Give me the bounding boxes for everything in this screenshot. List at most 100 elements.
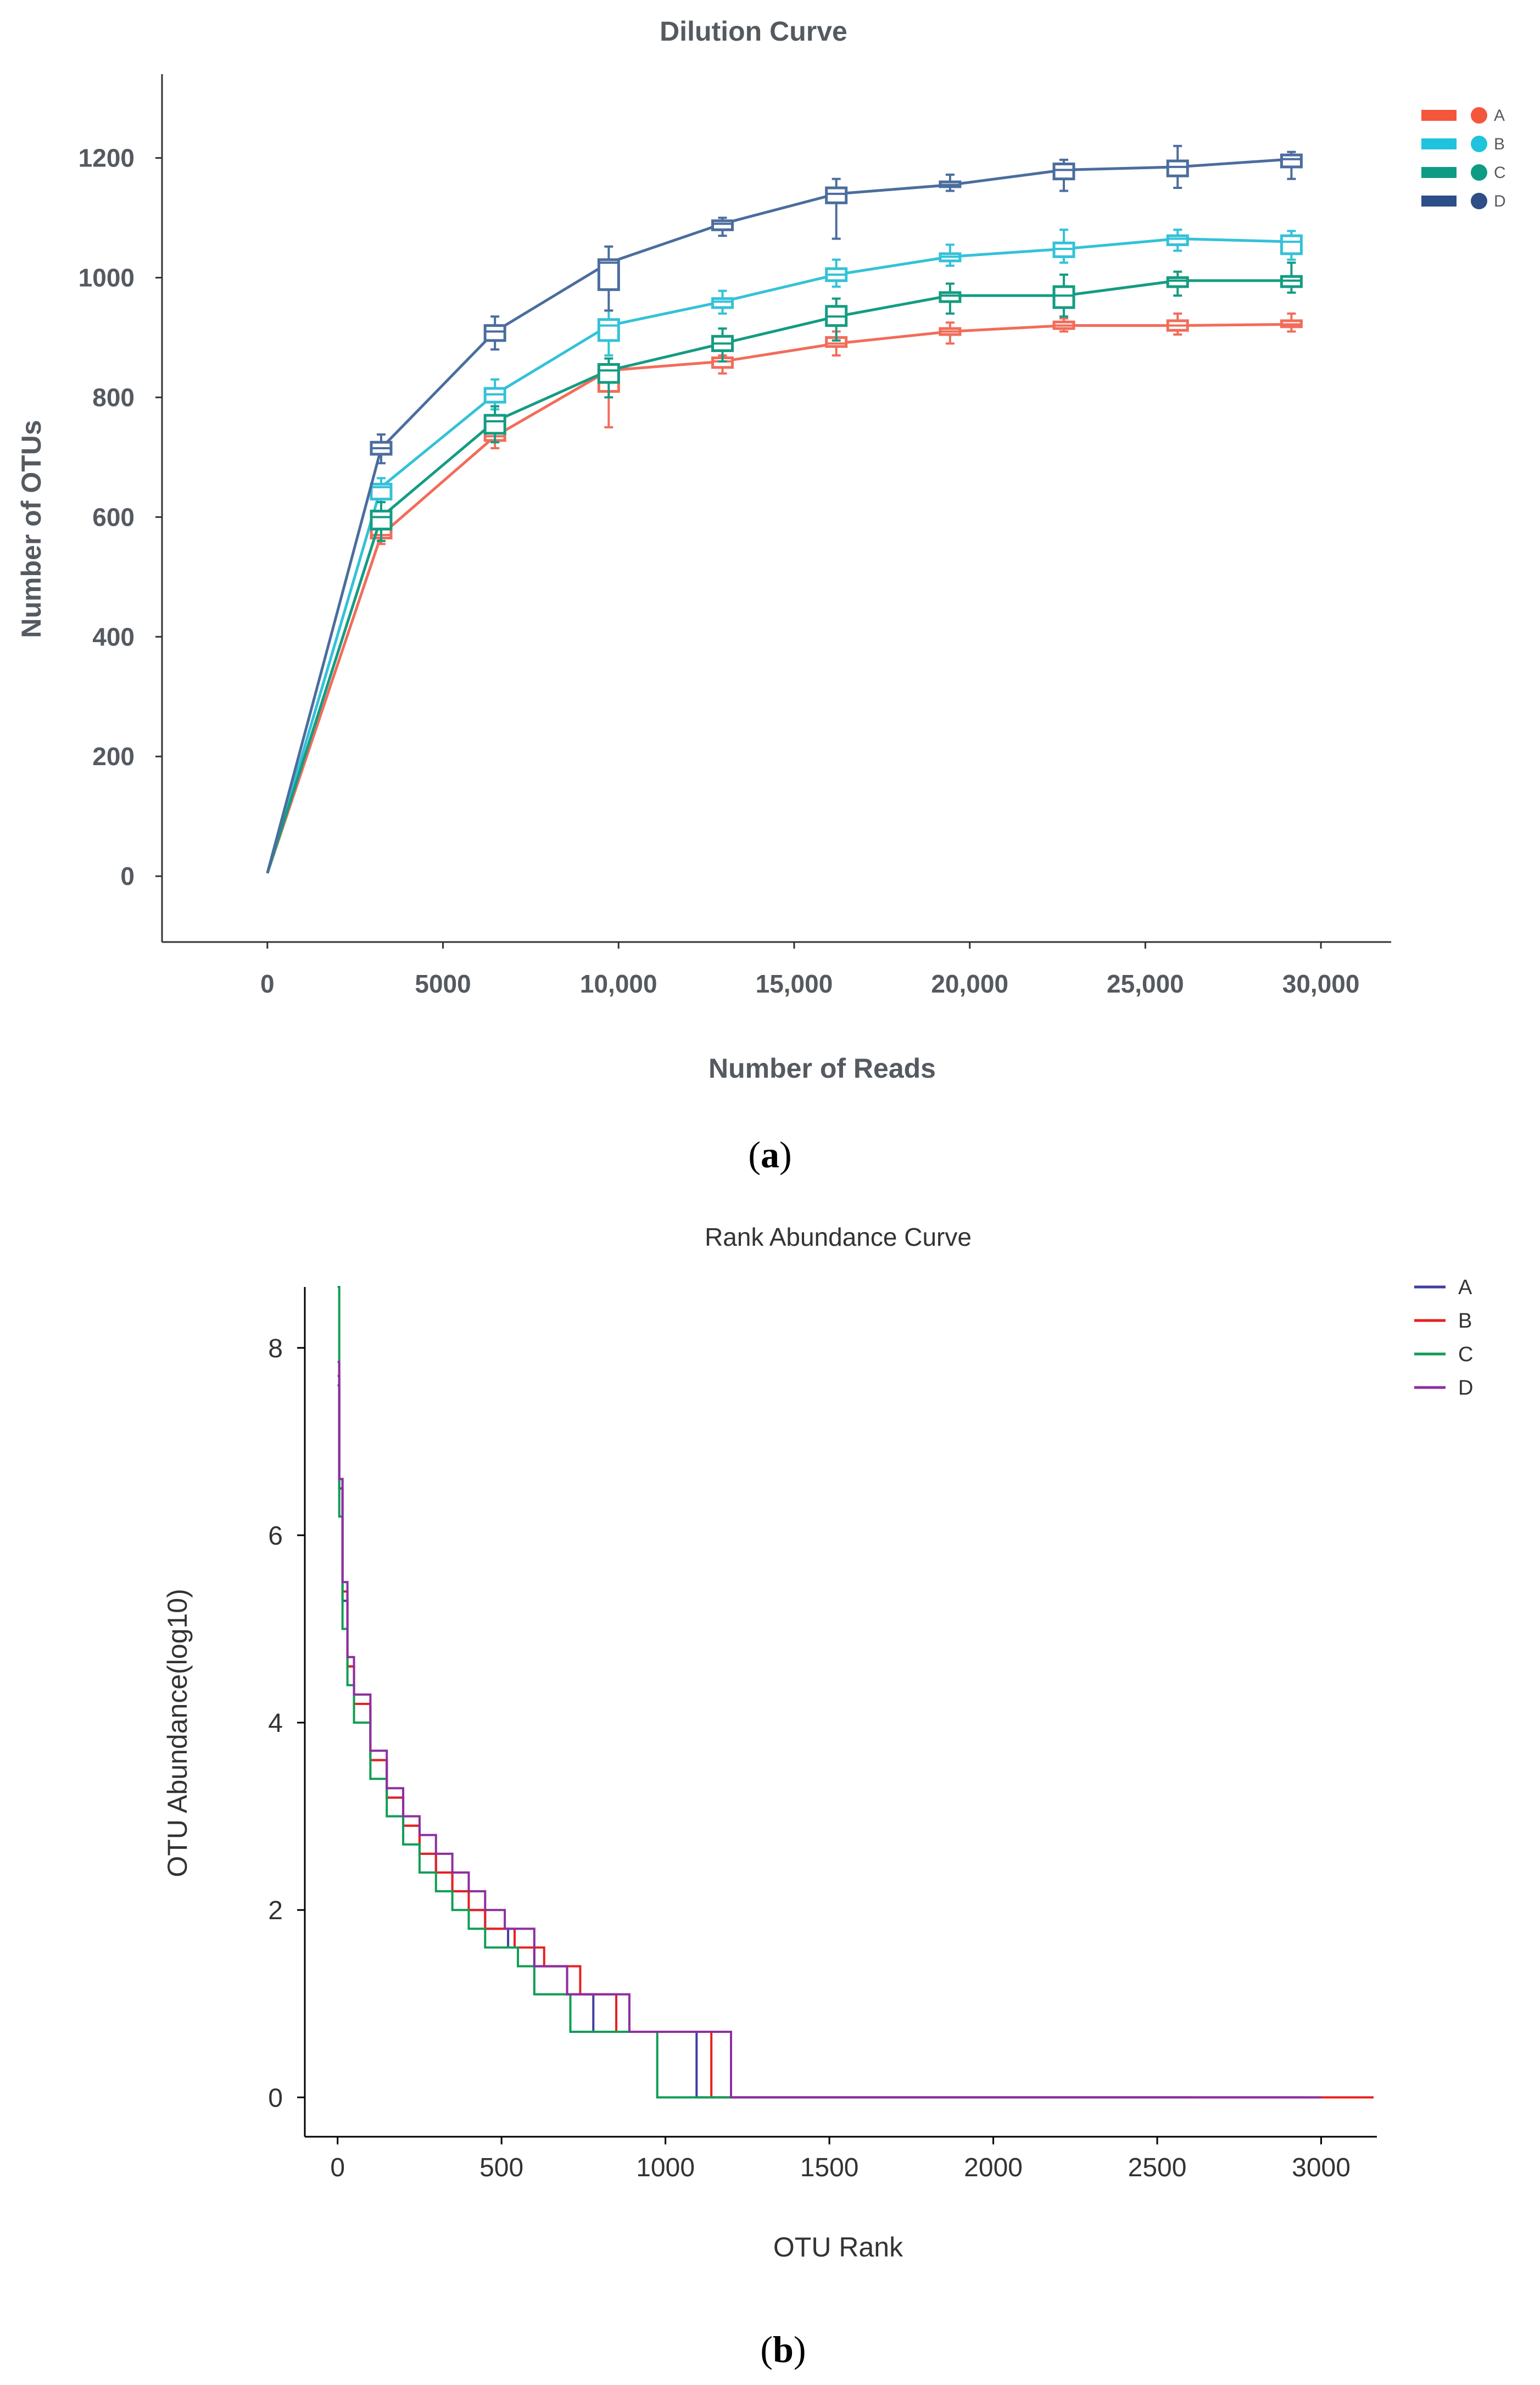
chart-a-box-D	[1052, 158, 1075, 192]
chart-b-legend-label: A	[1458, 1276, 1472, 1299]
chart-a-box-D	[1280, 151, 1303, 180]
chart-a-legend-label: A	[1494, 107, 1505, 125]
chart-b-axes	[304, 1287, 1377, 2138]
chart-a-box-C	[1166, 270, 1189, 297]
chart-b-legend-item-C: C	[1414, 1343, 1473, 1366]
chart-a-legend-dot	[1471, 136, 1487, 152]
chart-b-y-tick-label: 2	[268, 1896, 283, 1925]
chart-a-box-C	[1280, 261, 1303, 294]
chart-a-box-rect	[597, 258, 620, 291]
chart-a-box-rect	[711, 219, 734, 231]
chart-a-x-tick-label: 30,000	[1282, 969, 1360, 998]
chart-b-x-tick-label: 2000	[964, 2153, 1023, 2182]
chart-a-box-A	[1052, 317, 1075, 333]
caption-b: (b)	[760, 2328, 806, 2370]
chart-b-y-ticks: 0 2 4 6 8	[268, 1334, 305, 2113]
chart-a-box-B	[1166, 229, 1189, 252]
chart-a-y-tick-label: 0	[120, 862, 135, 890]
chart-a-x-ticks: 0 5000 10,000 15,000 20,000 25,000 30,000	[260, 942, 1359, 998]
chart-a-x-tick-label: 5000	[415, 969, 471, 998]
chart-b-x-tick-label: 1000	[636, 2153, 695, 2182]
chart-b-series	[337, 1286, 1374, 2099]
chart-a-x-tick-label: 20,000	[931, 969, 1008, 998]
chart-a-box-D	[1166, 144, 1189, 190]
chart-a-legend-swatch	[1421, 110, 1457, 121]
chart-b-y-tick-label: 4	[268, 1709, 283, 1738]
chart-a-legend-item-D: D	[1421, 192, 1506, 210]
chart-b-line-A	[337, 1384, 1305, 2099]
chart-b-x-axis-label: OTU Rank	[773, 2232, 903, 2263]
chart-a-box-B	[1280, 230, 1303, 261]
chart-a-box-C	[1052, 274, 1075, 318]
chart-b-line-D	[337, 1361, 1321, 2099]
chart-a-box-rect	[483, 324, 506, 342]
chart-b-legend-item-A: A	[1414, 1276, 1472, 1299]
chart-a-legend-item-C: C	[1421, 164, 1506, 182]
chart-b-x-tick-label: 0	[330, 2153, 345, 2182]
chart-a-box-B	[597, 309, 620, 357]
chart-a-series-C	[266, 261, 1303, 874]
chart-b-line-C	[337, 1286, 1190, 2099]
chart-a-box-rect	[1166, 276, 1189, 288]
chart-a-y-tick-label: 1000	[79, 263, 135, 292]
chart-a-box-rect	[939, 291, 962, 303]
chart-a-axes	[161, 74, 1391, 943]
chart-b-x-ticks: 0 500 1000 1500 2000 2500 3000	[330, 2137, 1351, 2182]
chart-a-y-axis-label: Number of OTUs	[16, 420, 47, 638]
chart-a-title: Dilution Curve	[660, 16, 847, 47]
chart-b-legend-label: D	[1458, 1377, 1473, 1400]
chart-a-box-rect	[1166, 159, 1189, 177]
chart-a-box-rect	[483, 414, 506, 435]
chart-a-line-C	[266, 279, 1292, 874]
chart-a-box-C	[711, 327, 734, 363]
chart-a-series	[266, 144, 1303, 874]
chart-a-box-B	[1052, 229, 1075, 264]
chart-a-box-rect	[1280, 234, 1303, 255]
chart-b-y-tick-label: 0	[268, 2083, 283, 2113]
chart-b-legend-label: C	[1458, 1343, 1473, 1366]
chart-a-x-axis-label: Number of Reads	[708, 1053, 936, 1084]
chart-a-box-B	[939, 243, 962, 267]
chart-a-box-A	[1280, 312, 1303, 333]
chart-a-legend-label: B	[1494, 135, 1505, 153]
chart-a-legend-item-A: A	[1421, 107, 1505, 125]
chart-b-title: Rank Abundance Curve	[705, 1223, 972, 1251]
chart-a-legend-dot	[1471, 164, 1487, 181]
chart-a-y-tick-label: 800	[92, 383, 135, 411]
caption-a: (a)	[748, 1134, 791, 1175]
chart-a-box-D	[825, 177, 848, 240]
chart-a-y-tick-label: 600	[92, 503, 135, 531]
chart-a-box-D	[711, 216, 734, 237]
chart-b-line-B	[337, 1375, 1374, 2099]
chart-b-y-axis-label: OTU Abundance(log10)	[162, 1589, 193, 1877]
chart-b-legend-item-D: D	[1414, 1377, 1473, 1400]
chart-a-line-A	[266, 322, 1292, 874]
chart-a-legend-swatch	[1421, 138, 1457, 149]
chart-a-box-rect	[1280, 153, 1303, 169]
chart-a-box-D	[597, 245, 620, 312]
chart-a-legend-dot	[1471, 107, 1487, 124]
chart-a-legend-label: C	[1494, 164, 1506, 182]
chart-a-x-tick-label: 0	[260, 969, 275, 998]
chart-a-box-rect	[1166, 234, 1189, 247]
chart-b-x-tick-label: 3000	[1292, 2153, 1351, 2182]
chart-a-box-C	[939, 282, 962, 315]
chart-b-legend-label: B	[1458, 1309, 1472, 1333]
chart-b-y-tick-label: 8	[268, 1334, 283, 1363]
chart-a-box-A	[939, 321, 962, 345]
chart-a-y-tick-label: 400	[92, 622, 135, 651]
chart-a-line-D	[266, 158, 1292, 874]
chart-a-box-D	[483, 315, 506, 351]
chart-a-legend-label: D	[1494, 192, 1506, 210]
chart-a-legend-swatch	[1421, 196, 1457, 207]
chart-a-legend-dot	[1471, 193, 1487, 209]
caption-b-letter: b	[773, 2328, 794, 2370]
chart-a-box-rect	[370, 509, 393, 531]
chart-a-y-ticks: 0 200 400 600 800 1000 1200	[79, 144, 162, 890]
chart-a-y-tick-label: 1200	[79, 144, 135, 172]
chart-a-box-rect	[1052, 285, 1075, 309]
chart-a-box-A	[1166, 312, 1189, 336]
chart-b-y-tick-label: 6	[268, 1522, 283, 1551]
chart-a-box-B	[825, 258, 848, 288]
